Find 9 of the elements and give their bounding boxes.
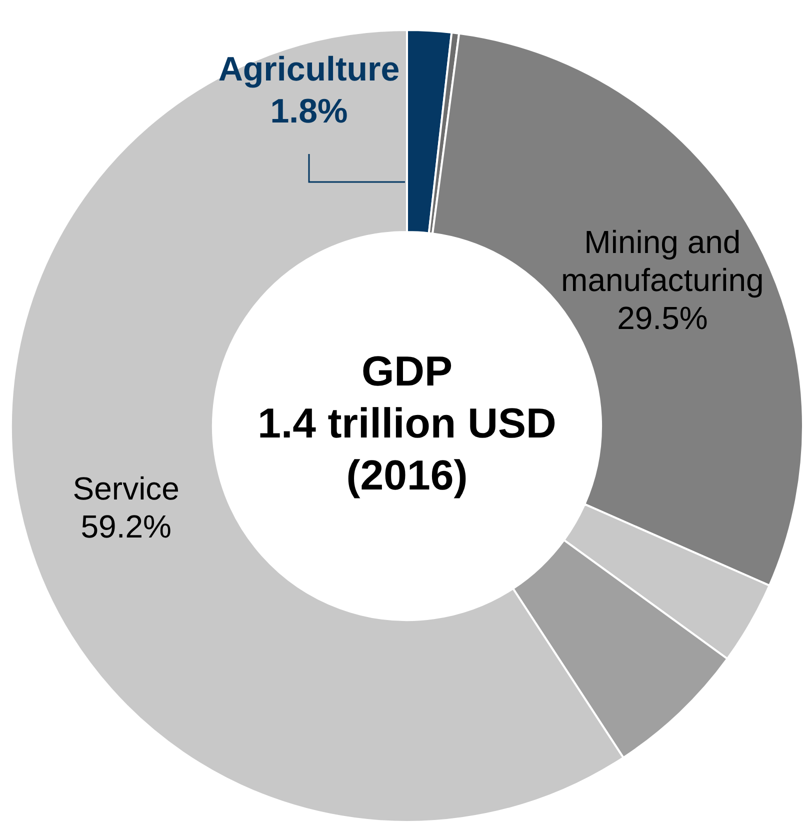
data-label: 1.8% <box>270 92 348 130</box>
slice-label: Mining and manufacturing <box>561 224 764 298</box>
slice-label: Service <box>72 470 180 506</box>
data-label: 59.2% <box>80 508 172 544</box>
slice-label: Agriculture <box>218 50 400 88</box>
text: GDP <box>361 348 453 395</box>
text: (2016) <box>346 452 468 499</box>
data-label: 29.5% <box>617 300 708 336</box>
text: 1.4 trillion USD <box>258 400 556 447</box>
